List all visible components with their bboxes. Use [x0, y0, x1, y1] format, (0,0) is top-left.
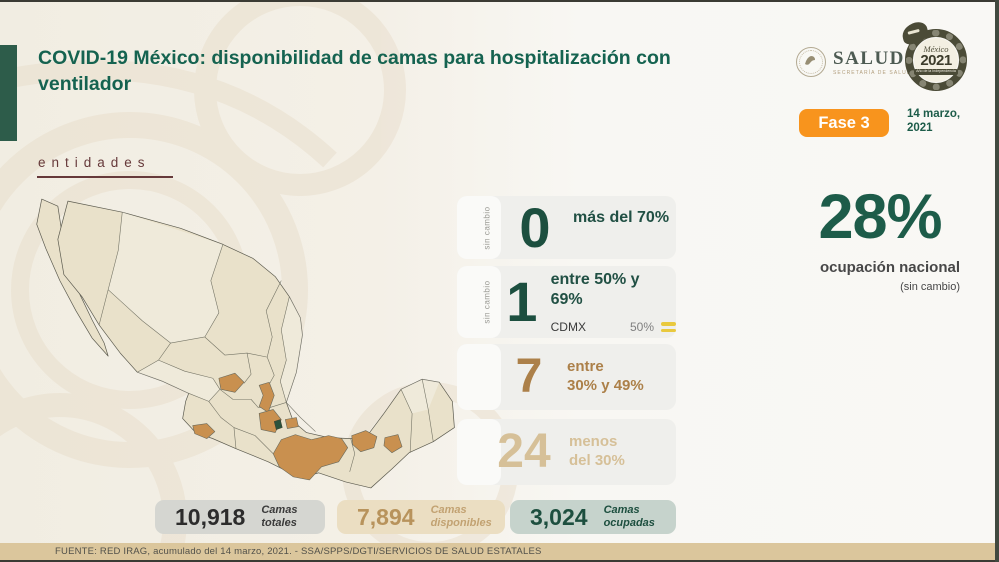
title-accent-bar [0, 45, 17, 141]
top-border [0, 0, 999, 2]
band-card-50-69: sin cambio 1 entre 50% y 69% CDMX 50% [457, 266, 676, 338]
phase-badge: Fase 3 [799, 109, 889, 137]
no-change-icon [661, 322, 676, 332]
source-note: FUENTE: RED IRAG, acumulado del 14 marzo… [55, 546, 542, 557]
band-card-under-30: 24 menos del 30% [457, 419, 676, 485]
band-label-line2: 30% y 49% [567, 377, 644, 394]
total-beds-value: 10,918 [175, 503, 246, 530]
date-label: 14 marzo, 2021 [907, 108, 961, 135]
available-beds-value: 7,894 [357, 503, 415, 530]
trend-label: sin cambio [482, 205, 492, 250]
band-count: 1 [506, 270, 538, 333]
available-beds-label: Camas disponibles [430, 504, 492, 529]
total-beds-label: Camas totales [261, 504, 298, 529]
mexico-2021-emblem: México 2021 Año de la Independencia [899, 19, 967, 91]
highlighted-state-guanajuato [218, 372, 245, 393]
band-label-line1: entre [567, 358, 604, 376]
section-label: entidades [38, 155, 151, 170]
highlighted-state-tabasco [351, 430, 403, 454]
right-border [995, 0, 999, 562]
total-beds-card: 10,918 Camas totales [155, 500, 325, 534]
occupied-beds-label: Camas ocupadas [603, 504, 655, 529]
highlighted-state-tlaxcala [285, 417, 299, 429]
national-occupancy-note: (sin cambio) [900, 281, 960, 293]
highlighted-state-oaxaca [272, 434, 349, 481]
state-value: 50% [629, 319, 654, 334]
national-occupancy-value: 28% [818, 182, 942, 252]
section-underline [37, 176, 173, 178]
band-card-30-49: 7 entre 30% y 49% [457, 344, 676, 410]
highlighted-state-cdmx [273, 419, 283, 430]
trend-label: sin cambio [482, 280, 492, 324]
mexico-2021-year: 2021 [920, 52, 952, 70]
occupied-beds-card: 3,024 Camas ocupadas [510, 500, 676, 534]
band-count: 7 [515, 350, 543, 403]
state-name: CDMX [550, 319, 586, 334]
salud-wordmark: SALUD [833, 47, 905, 69]
mexico-choropleth-map [20, 184, 456, 496]
occupied-beds-value: 3,024 [530, 503, 588, 530]
mainland-outline [57, 200, 455, 489]
mexico-2021-subtitle: Año de la Independencia [914, 69, 958, 76]
band-card-over-70: sin cambio 0 más del 70% [457, 196, 676, 259]
band-label: más del 70% [573, 209, 670, 226]
national-occupancy-label: ocupación nacional [819, 259, 960, 276]
band-label-line2: del 30% [569, 452, 625, 469]
available-beds-card: 7,894 Camas disponibles [337, 500, 505, 534]
band-count: 0 [519, 195, 551, 259]
band-count: 24 [497, 425, 551, 478]
salud-logo: SALUD SECRETARÍA DE SALUD [796, 47, 912, 77]
footer-bar: FUENTE: RED IRAG, acumulado del 14 marzo… [0, 543, 999, 560]
page-title: COVID-19 México: disponibilidad de camas… [38, 47, 671, 96]
national-occupancy-block: 28% ocupación nacional (sin cambio) [800, 182, 960, 294]
highlighted-state-colima [192, 423, 216, 439]
bottom-border [0, 560, 999, 562]
mexico-2021-name: México [923, 43, 949, 54]
band-label: entre 50% y 69% [550, 270, 640, 308]
salud-seal-icon [796, 47, 826, 77]
salud-subtitle: SECRETARÍA DE SALUD [833, 69, 912, 76]
band-label-line1: menos [569, 433, 618, 451]
